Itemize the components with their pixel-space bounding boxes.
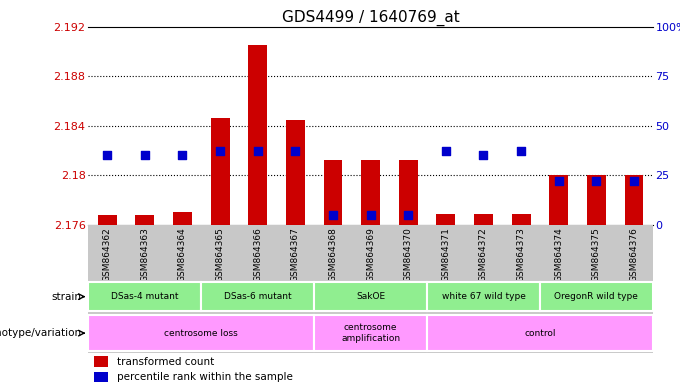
Text: strain: strain: [52, 291, 82, 302]
Point: [591, 178, 602, 184]
Bar: [88, 282, 201, 311]
Point: [515, 148, 526, 154]
Bar: [361, 161, 380, 225]
Point: [252, 148, 263, 154]
Point: [215, 148, 226, 154]
Text: GSM864368: GSM864368: [328, 227, 337, 282]
Text: SakOE: SakOE: [356, 292, 385, 301]
Point: [403, 212, 413, 218]
Text: GSM864367: GSM864367: [291, 227, 300, 282]
Bar: [94, 356, 108, 367]
Text: GSM864371: GSM864371: [441, 227, 450, 282]
Bar: [248, 45, 267, 225]
Text: centrosome loss: centrosome loss: [165, 329, 238, 338]
Text: transformed count: transformed count: [117, 357, 214, 367]
Point: [102, 152, 113, 159]
Bar: [314, 282, 427, 311]
Bar: [173, 212, 192, 225]
Bar: [512, 214, 530, 225]
Text: GSM864375: GSM864375: [592, 227, 601, 282]
Text: GSM864362: GSM864362: [103, 227, 112, 282]
Bar: [98, 215, 117, 225]
Point: [628, 178, 639, 184]
Bar: [474, 214, 493, 225]
Text: GSM864370: GSM864370: [404, 227, 413, 282]
Bar: [135, 215, 154, 225]
Text: GSM864366: GSM864366: [253, 227, 262, 282]
Point: [177, 152, 188, 159]
Bar: [88, 315, 314, 351]
Bar: [286, 119, 305, 225]
Bar: [201, 282, 314, 311]
Bar: [427, 315, 653, 351]
Point: [554, 178, 564, 184]
Text: GSM864372: GSM864372: [479, 227, 488, 282]
Bar: [427, 282, 540, 311]
Text: centrosome
amplification: centrosome amplification: [341, 323, 400, 343]
Text: GSM864365: GSM864365: [216, 227, 224, 282]
Text: GSM864374: GSM864374: [554, 227, 563, 282]
Bar: [549, 175, 568, 225]
Text: DSas-4 mutant: DSas-4 mutant: [111, 292, 179, 301]
Point: [478, 152, 489, 159]
Text: GSM864363: GSM864363: [140, 227, 150, 282]
Bar: [625, 175, 643, 225]
Point: [290, 148, 301, 154]
Text: GSM864373: GSM864373: [517, 227, 526, 282]
Point: [441, 148, 452, 154]
Bar: [587, 175, 606, 225]
Text: control: control: [524, 329, 556, 338]
Bar: [540, 282, 653, 311]
Bar: [211, 118, 230, 225]
Bar: [314, 315, 427, 351]
Bar: [324, 161, 342, 225]
Text: white 67 wild type: white 67 wild type: [441, 292, 526, 301]
Text: percentile rank within the sample: percentile rank within the sample: [117, 372, 292, 382]
Title: GDS4499 / 1640769_at: GDS4499 / 1640769_at: [282, 9, 460, 25]
Point: [139, 152, 150, 159]
Text: OregonR wild type: OregonR wild type: [554, 292, 639, 301]
Text: DSas-6 mutant: DSas-6 mutant: [224, 292, 292, 301]
Bar: [398, 161, 418, 225]
Text: genotype/variation: genotype/variation: [0, 328, 82, 338]
Point: [365, 212, 376, 218]
Text: GSM864369: GSM864369: [366, 227, 375, 282]
Point: [328, 212, 339, 218]
Text: GSM864364: GSM864364: [178, 227, 187, 282]
Bar: [437, 214, 456, 225]
Bar: [94, 372, 108, 382]
Text: GSM864376: GSM864376: [630, 227, 639, 282]
